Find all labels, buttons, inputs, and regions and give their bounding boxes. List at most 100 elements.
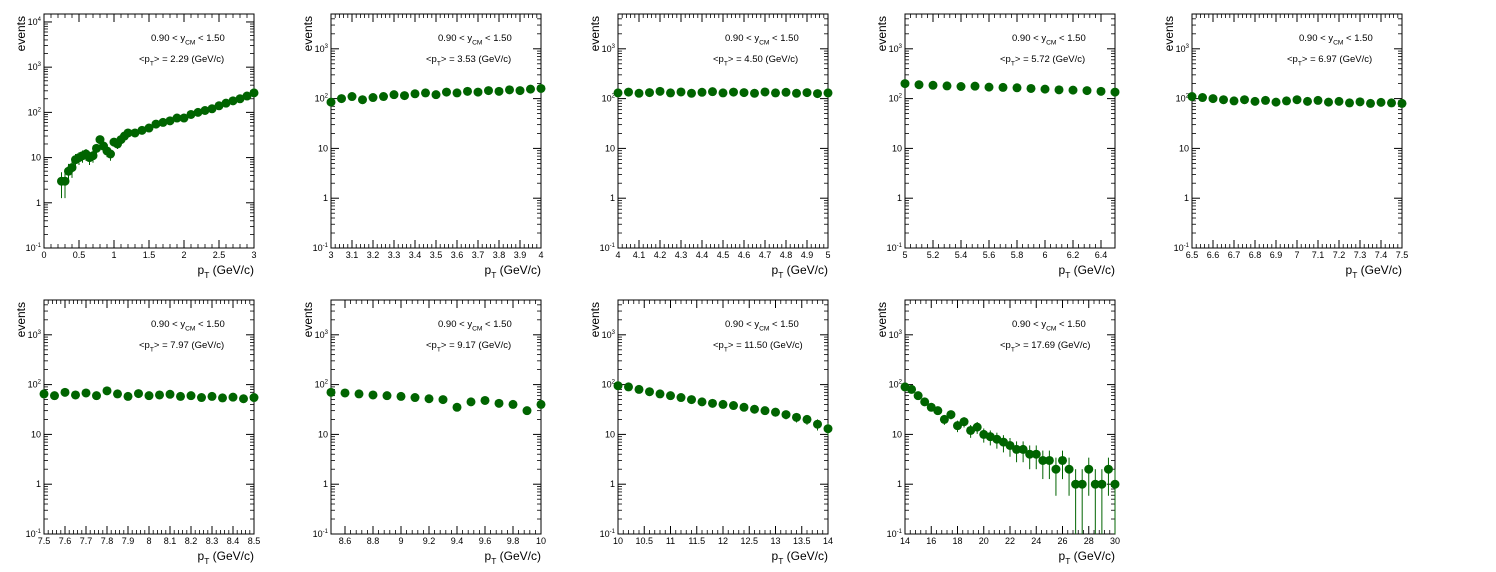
data-point bbox=[634, 88, 644, 98]
x-tick-label: 9.2 bbox=[423, 536, 436, 546]
y-tick-label: 102 bbox=[315, 94, 329, 104]
x-tick-label: 7.8 bbox=[101, 536, 114, 546]
data-point bbox=[144, 123, 154, 133]
data-point bbox=[67, 163, 77, 173]
plot-frame bbox=[330, 299, 542, 535]
data-point bbox=[410, 89, 420, 99]
data-point bbox=[1187, 92, 1197, 102]
data-point bbox=[645, 88, 654, 98]
data-point bbox=[515, 86, 525, 96]
x-tick-label: 7.9 bbox=[122, 536, 135, 546]
data-point bbox=[60, 387, 70, 397]
chart-panel-1: 10-1 1 10 102 103 104 0 0.5 1 1.5 2 2.5 3 pT​ (GeV/c)… bbox=[14, 13, 259, 280]
x-tick-label: 12.5 bbox=[740, 536, 758, 546]
data-point bbox=[1345, 98, 1354, 108]
data-point bbox=[939, 414, 949, 424]
data-point bbox=[1376, 97, 1386, 107]
x-tick-label: 4.9 bbox=[801, 250, 814, 260]
data-point bbox=[972, 422, 982, 432]
data-point bbox=[347, 92, 357, 102]
x-tick-label: 7.6 bbox=[59, 536, 72, 546]
data-point bbox=[368, 93, 378, 103]
x-tick-label: 3.9 bbox=[514, 250, 527, 260]
data-point bbox=[739, 88, 749, 98]
y-tick-label: 103 bbox=[602, 330, 616, 340]
x-tick-label: 2 bbox=[181, 250, 186, 260]
mean-pt-annotation: <pT​> = 4.50 (GeV/c) bbox=[713, 54, 798, 67]
y-tick-label: 10 bbox=[1179, 143, 1189, 153]
x-tick-label: 8.1 bbox=[164, 536, 177, 546]
x-tick-label: 11 bbox=[666, 536, 675, 546]
data-point bbox=[792, 88, 801, 98]
y-tick-label: 1 bbox=[610, 193, 615, 203]
data-point bbox=[106, 149, 115, 159]
y-tick-label: 102 bbox=[315, 380, 329, 390]
y-tick-label: 103 bbox=[28, 330, 42, 340]
data-point bbox=[1313, 95, 1323, 105]
data-point bbox=[676, 87, 686, 97]
data-point bbox=[249, 88, 259, 98]
data-point bbox=[508, 399, 518, 409]
y-tick-label: 103 bbox=[315, 330, 329, 340]
y-tick-label: 10 bbox=[605, 429, 615, 439]
x-tick-label: 6.6 bbox=[1207, 250, 1220, 260]
x-tick-label: 20 bbox=[979, 536, 989, 546]
data-point bbox=[1082, 86, 1092, 96]
data-point bbox=[998, 82, 1008, 92]
y-axis-title: events bbox=[875, 16, 889, 51]
data-point bbox=[438, 395, 448, 405]
data-point bbox=[480, 395, 490, 405]
y-tick-label: 103 bbox=[315, 44, 329, 54]
data-point bbox=[802, 414, 812, 424]
data-point bbox=[379, 92, 388, 102]
mean-pt-annotation: <pT​> = 3.53 (GeV/c) bbox=[426, 54, 511, 67]
data-point bbox=[946, 410, 956, 420]
data-point bbox=[484, 86, 493, 96]
data-point bbox=[942, 81, 952, 91]
mean-pt-annotation: <pT​> = 7.97 (GeV/c) bbox=[139, 340, 224, 353]
x-tick-label: 12 bbox=[718, 536, 728, 546]
x-tick-label: 9 bbox=[398, 536, 403, 546]
data-point bbox=[666, 391, 675, 401]
data-point bbox=[155, 390, 164, 400]
rapidity-annotation: 0.90 < yCM​ < 1.50 bbox=[151, 319, 225, 332]
chart-panel-9: 10-1 1 10 102 103 14 16 18 20 22 24 26 28 30 pT​ (GeV/… bbox=[875, 299, 1120, 566]
data-point bbox=[1090, 479, 1100, 489]
x-tick-label: 4 bbox=[615, 250, 620, 260]
x-tick-label: 7.2 bbox=[1333, 250, 1346, 260]
data-point bbox=[249, 393, 259, 403]
data-point bbox=[920, 397, 930, 407]
data-point bbox=[1077, 479, 1087, 489]
data-point bbox=[1324, 97, 1333, 107]
data-point bbox=[494, 86, 504, 96]
rapidity-annotation: 0.90 < yCM​ < 1.50 bbox=[1012, 319, 1086, 332]
x-tick-label: 9.6 bbox=[479, 536, 492, 546]
data-point bbox=[473, 87, 483, 97]
data-point bbox=[1012, 444, 1022, 454]
data-point bbox=[144, 391, 154, 401]
data-point bbox=[424, 394, 434, 404]
data-point bbox=[337, 94, 346, 104]
data-point bbox=[92, 143, 101, 153]
y-tick-label: 102 bbox=[602, 380, 616, 390]
data-point bbox=[165, 116, 175, 126]
data-point bbox=[624, 87, 633, 97]
x-tick-label: 4.6 bbox=[738, 250, 751, 260]
chart-panel-3: 10-1 1 10 102 103 4 4.1 4.2 4.3 4.4 4.5 4.6 4.7 4.8 4.… bbox=[588, 13, 833, 280]
chart-panel-7: 10-1 1 10 102 103 8.6 8.8 9 9.2 9.4 9.6 9.8 10 pT​ (G… bbox=[301, 299, 546, 566]
data-point bbox=[193, 107, 203, 117]
data-point bbox=[207, 391, 217, 401]
data-point bbox=[760, 406, 770, 416]
x-tick-label: 14 bbox=[900, 536, 910, 546]
y-axis-title: events bbox=[14, 16, 28, 51]
y-tick-label: 10-1 bbox=[600, 243, 616, 253]
y-tick-label: 10 bbox=[892, 143, 902, 153]
x-tick-label: 10 bbox=[536, 536, 546, 546]
x-tick-label: 0.5 bbox=[73, 250, 86, 260]
data-point bbox=[760, 87, 770, 97]
data-point bbox=[151, 119, 161, 129]
y-tick-label: 103 bbox=[889, 330, 903, 340]
x-tick-label: 3.1 bbox=[346, 250, 359, 260]
data-point bbox=[396, 391, 406, 401]
x-tick-label: 5.2 bbox=[927, 250, 940, 260]
